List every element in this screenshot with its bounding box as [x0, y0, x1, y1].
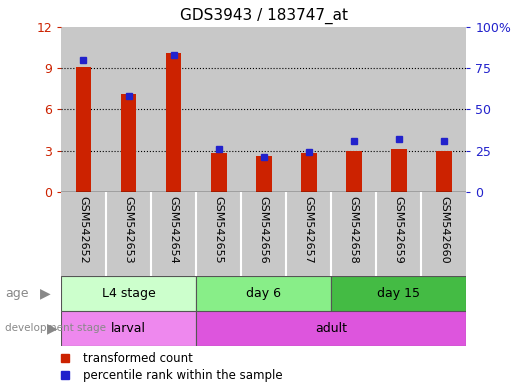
Bar	[346, 151, 361, 192]
Text: GSM542660: GSM542660	[439, 196, 449, 264]
Text: ▶: ▶	[40, 287, 50, 301]
Bar	[121, 94, 136, 192]
Bar	[331, 276, 466, 311]
Bar	[196, 311, 466, 346]
Bar	[301, 154, 316, 192]
Text: GSM542655: GSM542655	[214, 196, 224, 264]
Text: transformed count: transformed count	[83, 352, 193, 364]
Text: GSM542654: GSM542654	[169, 196, 179, 264]
Title: GDS3943 / 183747_at: GDS3943 / 183747_at	[180, 8, 348, 24]
Text: day 6: day 6	[246, 287, 281, 300]
Bar	[241, 27, 286, 192]
Text: adult: adult	[315, 322, 347, 335]
Bar	[196, 276, 331, 311]
Text: larval: larval	[111, 322, 146, 335]
Text: GSM542658: GSM542658	[349, 196, 359, 264]
Text: GSM542657: GSM542657	[304, 196, 314, 264]
Bar	[331, 27, 376, 192]
Text: GSM542652: GSM542652	[78, 196, 89, 264]
Text: GSM542656: GSM542656	[259, 196, 269, 264]
Bar	[376, 27, 421, 192]
Bar	[391, 149, 407, 192]
Bar	[106, 27, 151, 192]
Bar	[196, 27, 241, 192]
Text: L4 stage: L4 stage	[102, 287, 155, 300]
Text: GSM542659: GSM542659	[394, 196, 404, 264]
Text: day 15: day 15	[377, 287, 420, 300]
Bar	[436, 151, 452, 192]
Text: development stage: development stage	[5, 323, 107, 333]
Bar	[61, 311, 196, 346]
Bar	[166, 53, 181, 192]
Text: age: age	[5, 287, 29, 300]
Text: GSM542653: GSM542653	[123, 196, 134, 264]
Bar	[211, 153, 226, 192]
Bar	[61, 27, 106, 192]
Bar	[76, 67, 91, 192]
Bar	[61, 276, 196, 311]
Bar	[151, 27, 196, 192]
Bar	[286, 27, 331, 192]
Text: ▶: ▶	[47, 321, 57, 335]
Bar	[256, 156, 271, 192]
Bar	[421, 27, 466, 192]
Text: percentile rank within the sample: percentile rank within the sample	[83, 369, 283, 382]
